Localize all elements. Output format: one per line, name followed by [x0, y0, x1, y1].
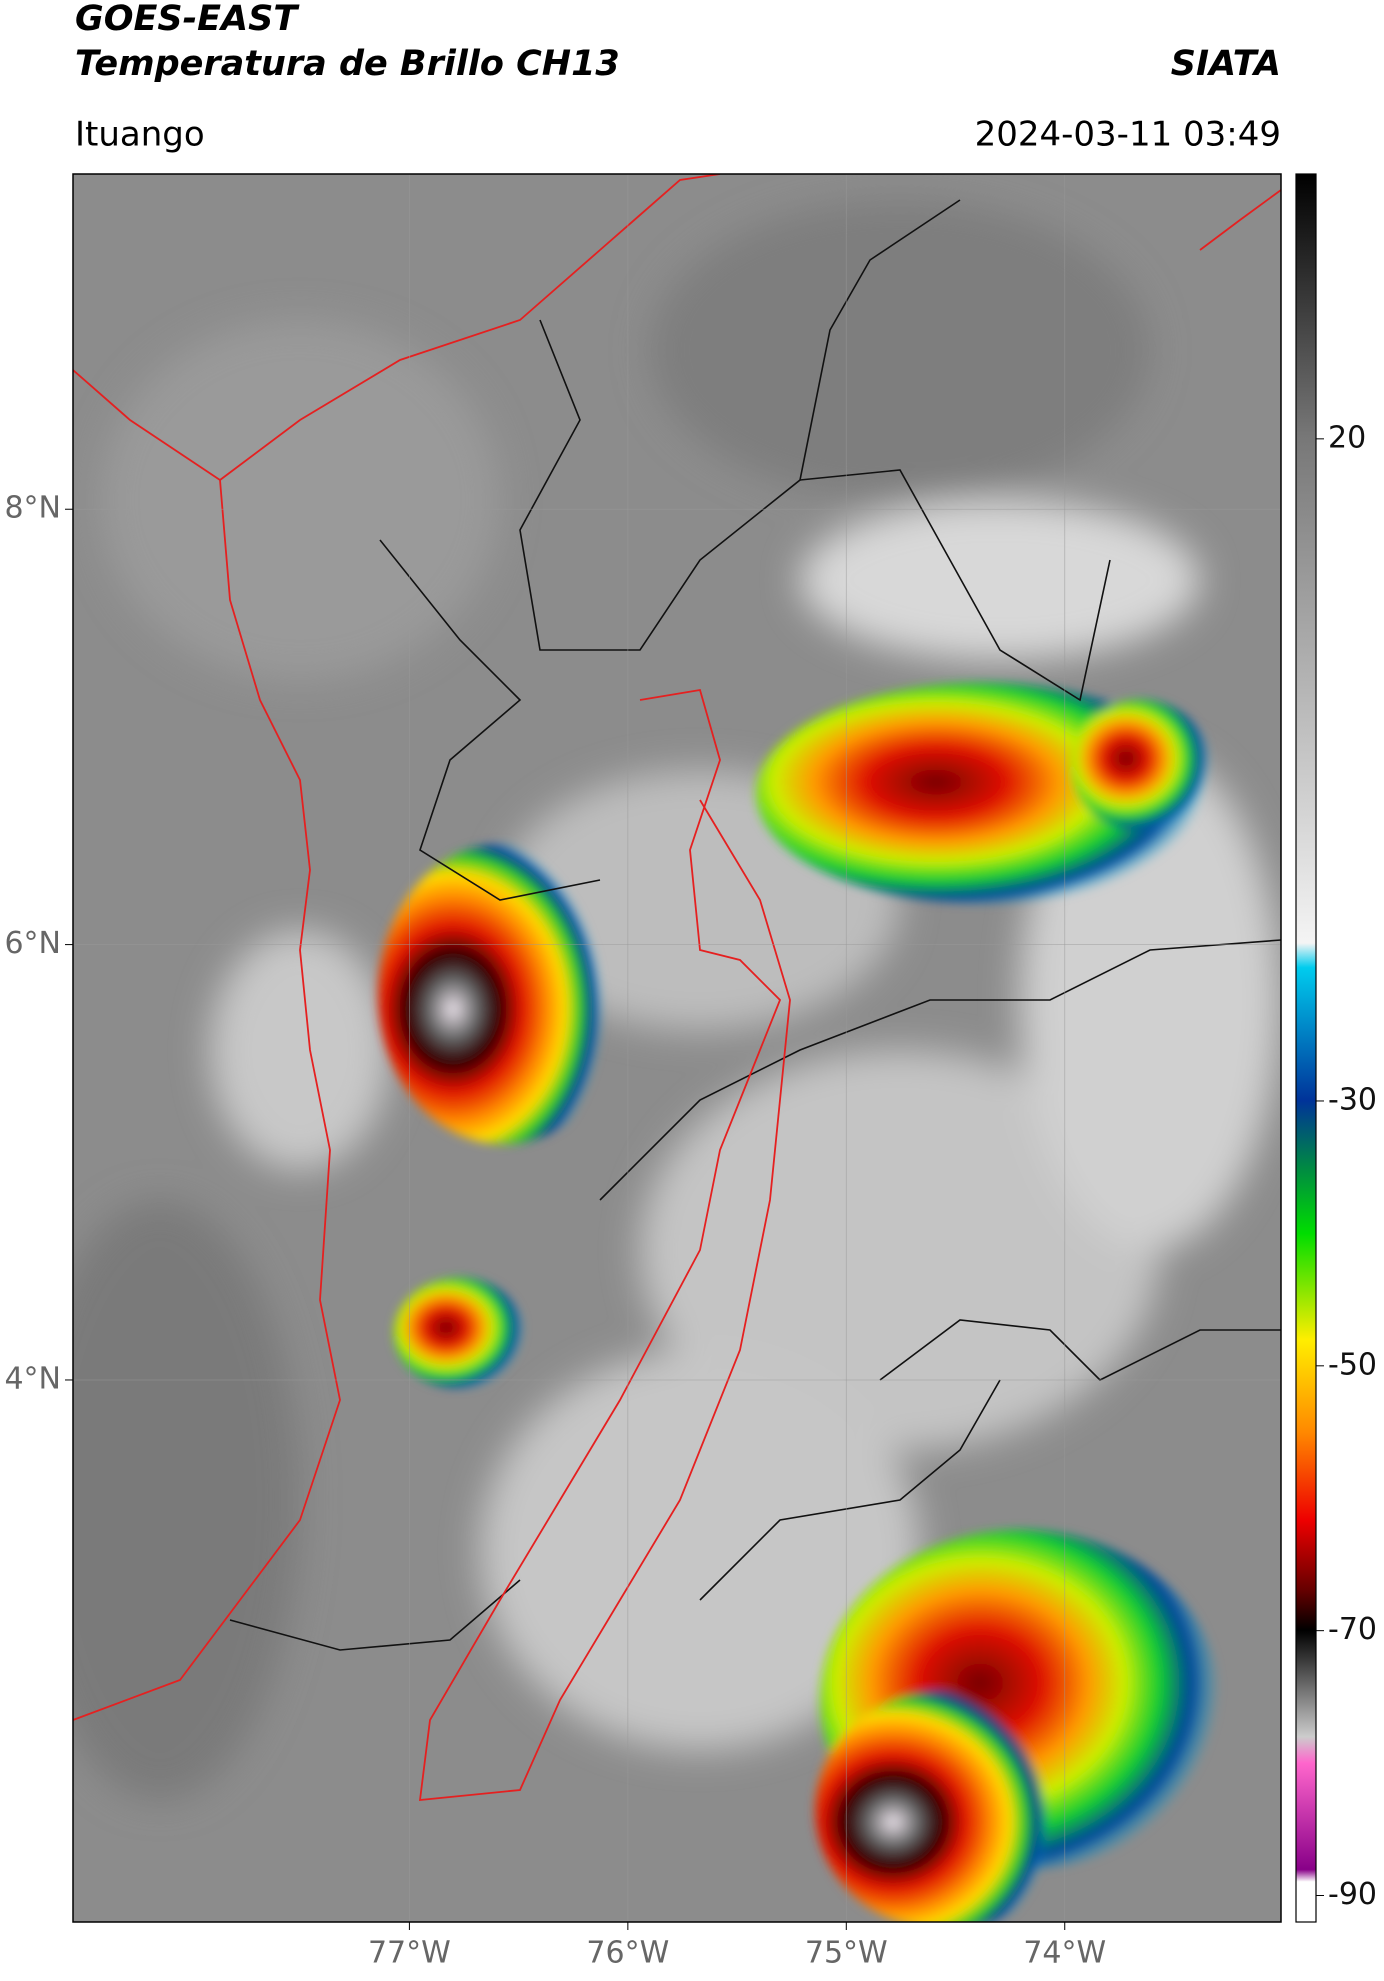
- x-tick-label: 77°W: [368, 1936, 451, 1971]
- colorbar-tick-label: -90: [1328, 1877, 1377, 1912]
- satellite-image: [73, 174, 1281, 1922]
- colorbar-tick-label: -30: [1328, 1082, 1377, 1117]
- coastline: [73, 174, 1281, 1802]
- map-frame: [72, 173, 1282, 1923]
- source: SIATA: [1171, 44, 1281, 84]
- x-tick-label: 74°W: [1023, 1936, 1106, 1971]
- colorbar-tick-label: -50: [1328, 1347, 1377, 1382]
- x-tick-label: 75°W: [805, 1936, 888, 1971]
- datetime: 2024-03-11 03:49: [975, 115, 1281, 155]
- x-tick-label: 76°W: [586, 1936, 669, 1971]
- subtitle: Temperatura de Brillo CH13: [75, 44, 620, 84]
- y-tick-label: 8°N: [4, 491, 61, 526]
- colorbar: [1295, 173, 1317, 1923]
- location: Ituango: [75, 115, 205, 155]
- title: GOES-EAST: [75, 0, 300, 39]
- colorbar-tick-label: -70: [1328, 1612, 1377, 1647]
- y-tick-label: 6°N: [4, 926, 61, 961]
- y-tick-label: 4°N: [4, 1361, 61, 1396]
- borders: [229, 199, 1281, 1651]
- colorbar-tick-label: 20: [1328, 420, 1366, 455]
